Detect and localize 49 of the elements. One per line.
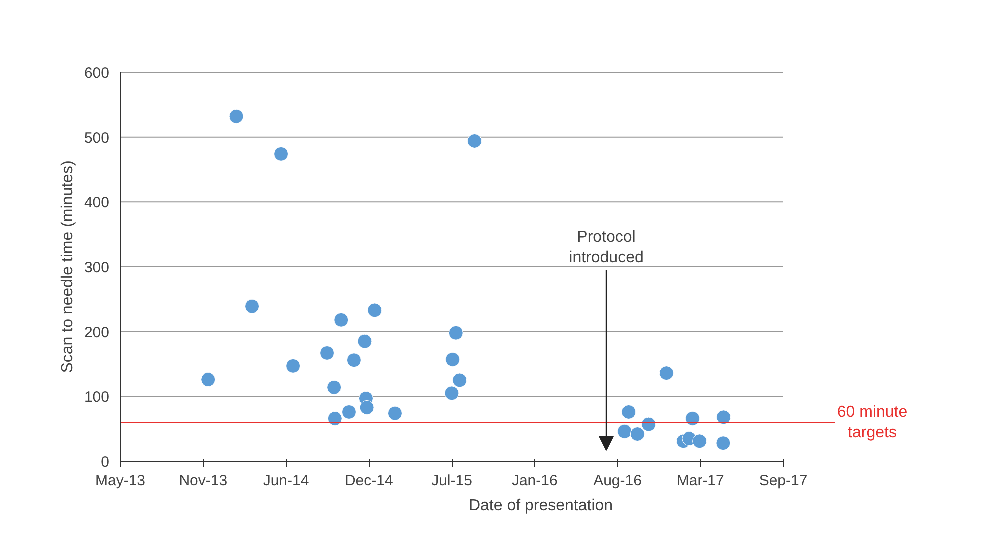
x-tick-label: Aug-16 xyxy=(594,472,642,490)
point xyxy=(452,373,468,388)
point xyxy=(622,404,636,420)
x-axis-title: Date of presentation xyxy=(468,498,614,514)
point xyxy=(328,411,342,426)
point xyxy=(346,353,362,368)
point xyxy=(716,410,732,425)
x-tick-label: Jun-14 xyxy=(263,472,310,490)
y-tick-label: 600 xyxy=(84,65,110,82)
annotation: Protocol introduced xyxy=(569,229,644,266)
point xyxy=(630,427,645,442)
ref-line-label: 60 minute targets xyxy=(837,404,908,442)
point xyxy=(360,400,374,415)
point xyxy=(201,372,216,388)
x-tick-label: May-13 xyxy=(95,472,146,490)
point xyxy=(686,411,700,426)
point xyxy=(618,424,632,439)
point xyxy=(358,334,372,349)
x-tick-label: Dec-14 xyxy=(344,472,394,490)
x-tick-label: Nov-13 xyxy=(179,472,228,490)
point xyxy=(286,358,301,374)
point xyxy=(320,346,335,360)
y-tick-label: 0 xyxy=(101,454,110,471)
y-axis-title: Scan to needle time (minutes) xyxy=(59,160,76,374)
x-tick-label: Jan-16 xyxy=(512,472,558,490)
point xyxy=(368,303,382,318)
y-tick-label: 100 xyxy=(84,389,110,406)
point xyxy=(716,436,731,451)
point xyxy=(388,406,402,421)
point xyxy=(342,404,356,420)
point xyxy=(334,312,349,328)
x-tick-label: Sep-17 xyxy=(759,472,808,490)
point xyxy=(692,434,708,449)
point xyxy=(274,146,289,162)
y-tick-label: 400 xyxy=(84,194,110,212)
x-tick-label: Jul-15 xyxy=(432,472,472,490)
point xyxy=(468,134,482,148)
y-tick-label: 300 xyxy=(84,260,110,276)
point xyxy=(245,299,260,314)
y-tick-label: 200 xyxy=(84,324,110,342)
x-tick-label: Mar-17 xyxy=(676,472,724,490)
point xyxy=(229,109,244,124)
point xyxy=(444,386,460,401)
point xyxy=(448,326,464,340)
y-tick-label: 500 xyxy=(84,130,110,147)
point xyxy=(659,366,674,381)
point xyxy=(446,352,460,367)
point xyxy=(327,380,342,395)
point xyxy=(642,417,656,432)
